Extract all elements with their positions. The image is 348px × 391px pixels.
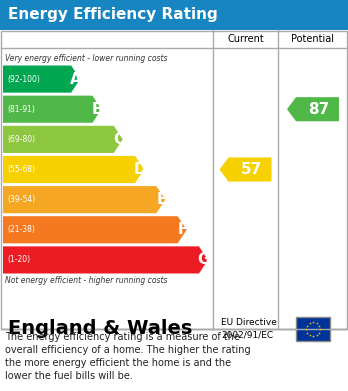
Polygon shape: [3, 66, 80, 93]
Text: (39-54): (39-54): [7, 195, 35, 204]
Text: (1-20): (1-20): [7, 255, 30, 264]
Polygon shape: [3, 126, 123, 153]
Text: 87: 87: [308, 102, 330, 117]
Text: the more energy efficient the home is and the: the more energy efficient the home is an…: [5, 358, 231, 368]
Text: B: B: [92, 102, 103, 117]
Text: Potential: Potential: [292, 34, 334, 44]
Text: G: G: [198, 253, 210, 267]
Text: E: E: [156, 192, 167, 207]
Polygon shape: [287, 97, 339, 121]
Text: England & Wales: England & Wales: [8, 319, 192, 339]
Bar: [296, 317, 330, 341]
Polygon shape: [3, 96, 102, 123]
Text: Very energy efficient - lower running costs: Very energy efficient - lower running co…: [5, 54, 167, 63]
Text: (21-38): (21-38): [7, 225, 35, 234]
Text: (92-100): (92-100): [7, 75, 40, 84]
Text: A: A: [70, 72, 82, 86]
Polygon shape: [3, 246, 208, 273]
Text: 57: 57: [241, 162, 262, 177]
Text: (55-68): (55-68): [7, 165, 35, 174]
Text: C: C: [113, 132, 124, 147]
Text: The energy efficiency rating is a measure of the: The energy efficiency rating is a measur…: [5, 332, 240, 342]
Text: EU Directive
2002/91/EC: EU Directive 2002/91/EC: [221, 318, 277, 340]
Text: F: F: [177, 222, 188, 237]
Text: (81-91): (81-91): [7, 105, 35, 114]
Bar: [0, 0, 348, 30]
Text: Energy Efficiency Rating: Energy Efficiency Rating: [8, 7, 218, 23]
Polygon shape: [220, 158, 271, 181]
Bar: [1, 31, 347, 329]
Text: Current: Current: [227, 34, 264, 44]
Polygon shape: [3, 186, 165, 213]
Text: lower the fuel bills will be.: lower the fuel bills will be.: [5, 371, 133, 381]
Text: Not energy efficient - higher running costs: Not energy efficient - higher running co…: [5, 276, 167, 285]
Polygon shape: [3, 216, 187, 243]
Text: (69-80): (69-80): [7, 135, 35, 144]
Text: D: D: [134, 162, 147, 177]
Text: overall efficiency of a home. The higher the rating: overall efficiency of a home. The higher…: [5, 345, 251, 355]
Polygon shape: [3, 156, 144, 183]
